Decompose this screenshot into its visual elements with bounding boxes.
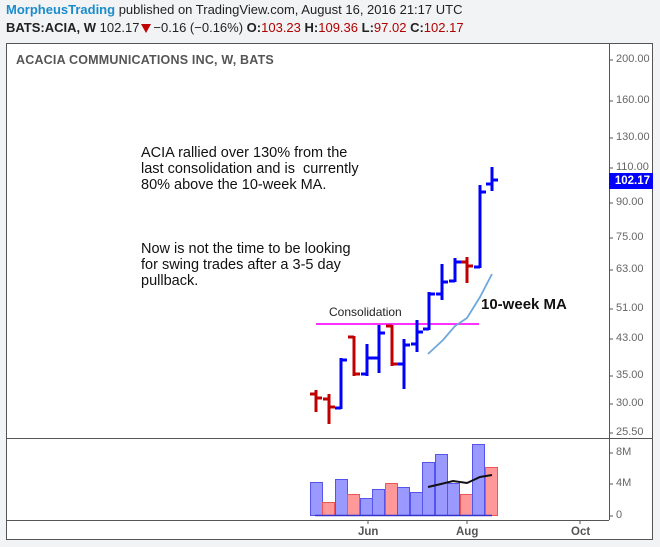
ma-10-week-line[interactable]	[427, 273, 493, 355]
publish-info: MorpheusTrading published on TradingView…	[6, 2, 462, 17]
price-tick-label: 43.00	[616, 332, 644, 344]
close-value: 102.17	[423, 20, 464, 35]
annotation-para-2: Now is not the time to be looking for sw…	[141, 241, 351, 289]
consolidation-label[interactable]: Consolidation	[329, 305, 402, 319]
change-value: −0.16 (−0.16%)	[153, 20, 244, 35]
price-tick-label: 25.50	[616, 426, 644, 438]
volume-tick-label: 4M	[616, 477, 632, 489]
high-label: H:	[304, 20, 319, 35]
price-tick-label: 51.00	[616, 302, 644, 314]
volume-tick-label: 0	[616, 509, 623, 521]
time-tick-label: Aug	[456, 526, 479, 538]
ohlc-bars[interactable]	[310, 167, 498, 424]
price-tick-label: 110.00	[616, 161, 649, 173]
annotation-text[interactable]: ACIA rallied over 130% from the last con…	[141, 113, 359, 321]
price-tick-label: 30.00	[616, 397, 644, 409]
volume-bars[interactable]	[310, 444, 498, 517]
low-label: L:	[361, 20, 374, 35]
price-tick-label: 130.00	[616, 131, 650, 143]
last-price-tag: 102.17	[609, 173, 653, 189]
time-tick-label: Jun	[358, 526, 379, 538]
annotation-para-1: ACIA rallied over 130% from the last con…	[141, 145, 359, 193]
price-tick-label: 63.00	[616, 263, 644, 275]
close-label: C:	[410, 20, 424, 35]
author-link[interactable]: MorpheusTrading	[6, 2, 116, 17]
price-tick-label: 75.00	[616, 231, 644, 243]
low-value: 97.02	[373, 20, 407, 35]
time-tick-label: Oct	[571, 526, 591, 538]
down-triangle-icon	[141, 24, 152, 33]
ohlc-legend: BATS:ACIA, W 102.17 −0.16 (−0.16%) O:103.…	[6, 20, 464, 35]
chart-title: ACACIA COMMUNICATIONS INC, W, BATS	[16, 53, 274, 67]
high-value: 109.36	[318, 20, 358, 35]
ma-label[interactable]: 10-week MA	[481, 296, 567, 313]
price-tick-label: 200.00	[616, 53, 650, 65]
volume-tick-label: 8M	[616, 446, 632, 458]
last-price: 102.17	[99, 20, 140, 35]
price-tick-label: 35.00	[616, 369, 644, 381]
chart-frame[interactable]	[6, 43, 653, 540]
open-value: 103.23	[261, 20, 301, 35]
price-tick-label: 90.00	[616, 196, 644, 208]
open-label: O:	[246, 20, 262, 35]
symbol-label: BATS:ACIA, W	[6, 20, 97, 35]
volume-ma-line	[427, 474, 493, 488]
published-text: published on TradingView.com, August 16,…	[118, 2, 463, 17]
price-tick-label: 160.00	[616, 94, 650, 106]
price-ticks	[367, 59, 613, 524]
